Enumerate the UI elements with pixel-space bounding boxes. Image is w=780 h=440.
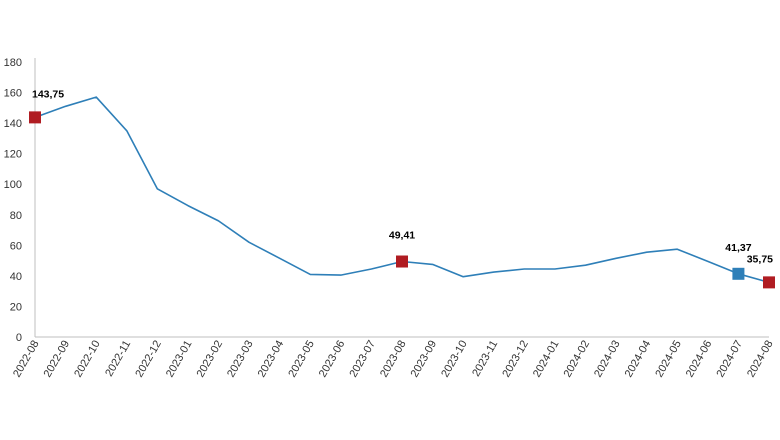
data-label: 35,75 (747, 253, 773, 265)
y-tick-label: 80 (10, 210, 22, 222)
y-tick-label: 140 (4, 118, 22, 130)
y-tick-label: 180 (4, 57, 22, 69)
data-point-marker (732, 267, 745, 280)
y-tick-label: 60 (10, 240, 22, 252)
y-tick-label: 20 (10, 301, 22, 313)
data-label: 49,41 (389, 230, 415, 242)
data-point-marker (396, 255, 408, 268)
data-point-marker (29, 111, 41, 124)
y-tick-label: 100 (4, 179, 22, 191)
data-label: 143,75 (32, 88, 64, 100)
y-tick-label: 40 (10, 271, 22, 283)
y-tick-label: 160 (4, 88, 22, 100)
y-tick-label: 120 (4, 149, 22, 161)
data-point-marker (763, 276, 775, 289)
y-tick-label: 0 (16, 332, 22, 344)
y-axis: 0 20 40 60 80 100 120 140 160 180 (4, 57, 36, 344)
data-label: 41,37 (725, 242, 751, 254)
